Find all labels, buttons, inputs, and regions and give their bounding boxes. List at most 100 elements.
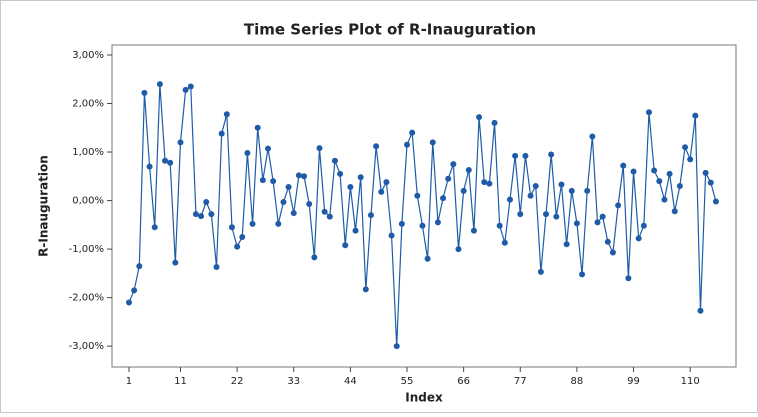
y-tick-label: 1,00% [72,147,104,158]
point [244,150,251,157]
y-tick-label: -3,00% [69,341,104,352]
x-tick-label: 88 [571,376,584,387]
point [687,156,694,163]
point [491,119,498,126]
point [301,173,308,180]
point [440,195,447,202]
point [182,86,189,93]
point [218,130,225,137]
point [136,263,143,270]
point [465,166,472,173]
point [476,114,483,121]
point [223,111,230,118]
point [275,220,282,227]
point [187,83,194,90]
point [311,254,318,261]
point [517,211,524,218]
point [295,172,302,179]
point [434,219,441,226]
point [270,178,277,185]
point [414,192,421,199]
y-tick-label: 2,00% [72,99,104,110]
x-tick-label: 99 [627,376,640,387]
point [645,109,652,116]
point [373,143,380,150]
point [367,212,374,219]
point [640,222,647,229]
point [553,213,560,220]
point [486,180,493,187]
point [615,202,622,209]
point [409,129,416,136]
point [352,227,359,234]
x-tick-label: 33 [287,376,300,387]
x-tick-label: 22 [231,376,244,387]
point [666,170,673,177]
x-tick-label: 66 [457,376,470,387]
chart-title: Time Series Plot of R-Inauguration [244,21,536,39]
point [203,199,210,206]
point [424,255,431,262]
point [584,187,591,194]
point [254,124,261,131]
point [635,235,642,242]
x-tick-label: 55 [401,376,414,387]
point [651,167,658,174]
point [125,299,132,306]
point [599,213,606,220]
point [383,179,390,186]
point [146,163,153,170]
point [712,198,719,205]
point [702,169,709,176]
point [455,246,462,253]
point [259,177,266,184]
point [239,233,246,240]
point [131,287,138,294]
point [249,220,256,227]
point [543,211,550,218]
point [357,174,364,181]
x-tick-label: 44 [344,376,357,387]
point [388,232,395,239]
point [609,249,616,256]
point [280,199,287,206]
x-tick-label: 77 [514,376,527,387]
point [156,81,163,88]
point [527,192,534,199]
point [234,243,241,250]
point [429,139,436,146]
point [419,222,426,229]
point [579,271,586,278]
y-tick-label: 0,00% [72,196,104,207]
point [290,210,297,217]
point [589,133,596,140]
point [671,208,678,215]
point [141,89,148,96]
x-tick-label: 11 [174,376,187,387]
point [162,157,169,164]
point [342,242,349,249]
point [177,139,184,146]
point [208,211,215,218]
point [532,183,539,190]
point [316,145,323,152]
point [337,170,344,177]
point [630,168,637,175]
point [707,179,714,186]
point [625,275,632,282]
point [198,213,205,220]
point [481,179,488,186]
x-tick-label: 1 [126,376,132,387]
point [620,162,627,169]
point [331,157,338,164]
point [398,220,405,227]
y-tick-label: -2,00% [69,293,104,304]
point [512,152,519,159]
y-tick-label: -1,00% [69,244,104,255]
point [228,224,235,231]
point [548,151,555,158]
x-tick-label: 110 [681,376,700,387]
point [470,227,477,234]
point [172,259,179,266]
